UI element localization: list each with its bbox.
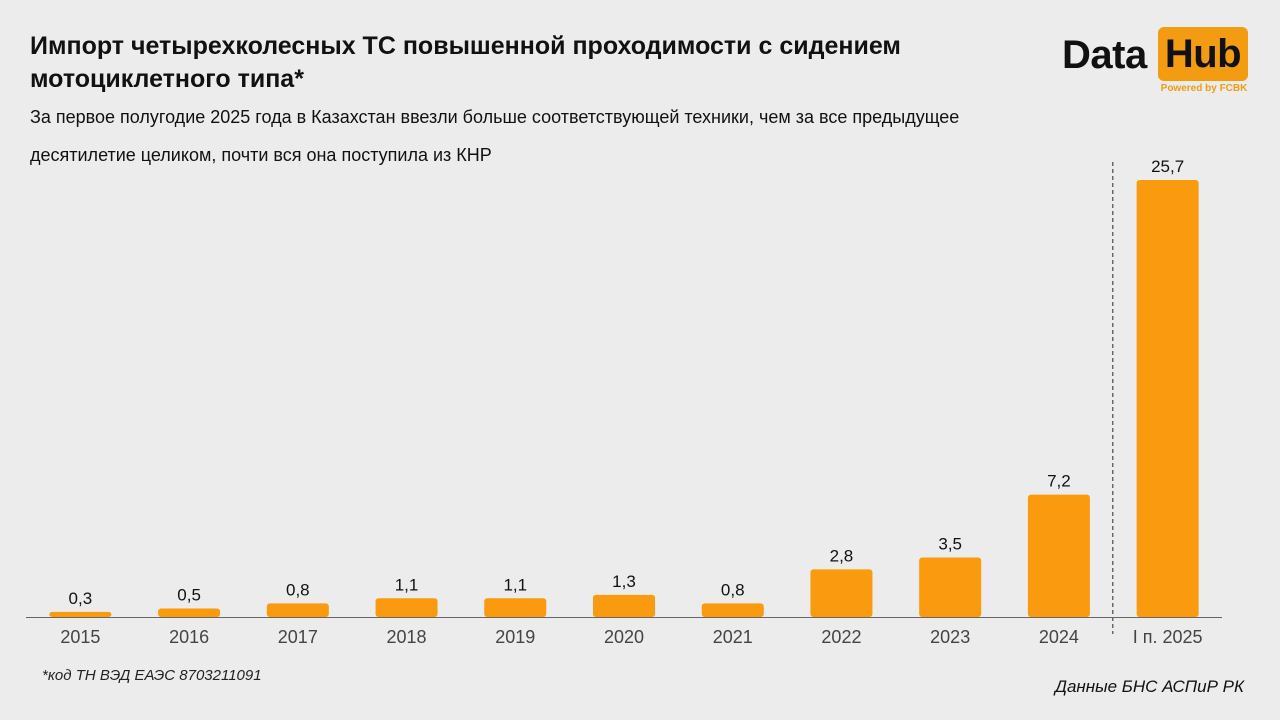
bar-4 <box>484 598 547 617</box>
bar-6 <box>701 603 764 617</box>
data-label-6: 0,8 <box>721 580 745 599</box>
x-tick-label-10: I п. 2025 <box>1133 627 1203 647</box>
chart-title: Импорт четырехколесных ТС повышенной про… <box>30 32 901 93</box>
data-label-3: 1,1 <box>395 575 419 594</box>
bar-10 <box>1136 180 1199 617</box>
logo-hub-badge: Hub <box>1158 27 1248 81</box>
bar-1 <box>158 608 221 617</box>
bar-8 <box>919 557 982 617</box>
x-tick-label-2: 2017 <box>278 627 318 647</box>
x-tick-label-0: 2015 <box>60 627 100 647</box>
bar-0 <box>49 611 112 617</box>
data-label-10: 25,7 <box>1151 157 1184 176</box>
data-label-5: 1,3 <box>612 572 636 591</box>
logo-data-text: Data <box>1062 33 1147 77</box>
x-tick-label-4: 2019 <box>495 627 535 647</box>
data-source: Данные БНС АСПиР РК <box>1054 677 1244 696</box>
bar-9 <box>1027 494 1090 617</box>
data-label-1: 0,5 <box>177 585 201 604</box>
datahub-logo: Data Hub Powered by FCBK <box>1062 27 1252 97</box>
data-label-8: 3,5 <box>938 534 962 553</box>
x-tick-label-6: 2021 <box>713 627 753 647</box>
data-label-4: 1,1 <box>503 575 527 594</box>
bar-2 <box>266 603 329 617</box>
data-label-9: 7,2 <box>1047 472 1071 491</box>
bar-5 <box>593 594 655 617</box>
x-tick-label-1: 2016 <box>169 627 209 647</box>
data-label-2: 0,8 <box>286 580 310 599</box>
logo-powered-by: Powered by FCBK <box>1160 83 1248 94</box>
bar-7 <box>810 569 873 617</box>
x-tick-label-3: 2018 <box>387 627 427 647</box>
chart-subtitle: За первое полугодие 2025 года в Казахста… <box>30 107 960 165</box>
x-tick-label-9: 2024 <box>1039 627 1079 647</box>
x-tick-label-7: 2022 <box>821 627 861 647</box>
data-label-0: 0,3 <box>69 589 93 608</box>
footnote: *код ТН ВЭД ЕАЭС 8703211091 <box>42 667 262 684</box>
bar-3 <box>375 598 438 617</box>
x-tick-label-5: 2020 <box>604 627 644 647</box>
x-tick-label-8: 2023 <box>930 627 970 647</box>
data-label-7: 2,8 <box>830 546 854 565</box>
